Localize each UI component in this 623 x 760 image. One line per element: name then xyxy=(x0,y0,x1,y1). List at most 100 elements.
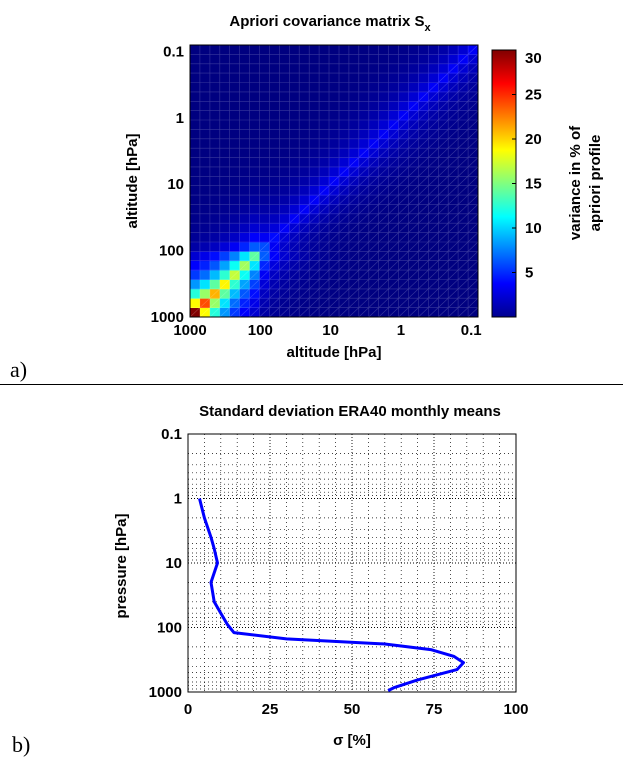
heatmap-cell xyxy=(259,45,270,55)
heatmap-cell xyxy=(438,251,449,262)
heatmap-cell xyxy=(338,63,350,74)
heatmap-cell xyxy=(249,157,260,168)
heatmap-cell xyxy=(448,307,459,318)
heatmap-cell xyxy=(199,73,211,83)
heatmap-cell xyxy=(229,232,241,243)
heatmap-cell xyxy=(190,148,201,158)
heatmap-cell xyxy=(289,232,300,243)
heatmap-cell xyxy=(269,82,280,93)
heatmap-cell xyxy=(259,120,270,130)
heatmap-cell xyxy=(219,204,231,215)
heatmap-cell xyxy=(249,45,260,55)
heatmap-cell xyxy=(309,120,320,130)
heatmap-cell xyxy=(348,110,360,121)
heatmap-cell xyxy=(299,260,310,271)
heatmap-cell xyxy=(279,45,290,55)
heatmap-cell xyxy=(249,54,260,65)
heatmap-cell xyxy=(458,54,469,65)
heatmap-cell xyxy=(239,120,250,130)
heatmap-cell xyxy=(388,148,399,158)
heatmap-cell xyxy=(438,204,449,215)
heatmap-cell xyxy=(408,45,419,55)
heatmap-cell xyxy=(378,288,390,299)
heatmap-cell xyxy=(219,148,231,158)
heatmap-cell xyxy=(269,251,280,262)
line-y-tick-label: 10 xyxy=(165,555,182,572)
heatmap-cell xyxy=(190,82,201,93)
heatmap-cell xyxy=(398,288,409,299)
heatmap-cell xyxy=(199,213,211,224)
heatmap-y-tick-label: 100 xyxy=(159,243,184,260)
heatmap-cell xyxy=(239,260,250,271)
heatmap-cell xyxy=(269,260,280,271)
heatmap-cell xyxy=(229,241,241,252)
heatmap-cell xyxy=(368,166,380,177)
heatmap-cell xyxy=(309,63,320,74)
heatmap-cell xyxy=(348,195,360,205)
heatmap-cell xyxy=(309,279,320,290)
heatmap-cell xyxy=(239,223,250,233)
line-x-label: σ [%] xyxy=(333,732,371,749)
heatmap-cell xyxy=(219,270,231,280)
heatmap-cell xyxy=(309,91,320,102)
heatmap-cell xyxy=(199,279,211,290)
heatmap-cell xyxy=(269,73,280,83)
heatmap-cell xyxy=(289,288,300,299)
heatmap-cell xyxy=(388,120,399,130)
heatmap-cell xyxy=(309,204,320,215)
heatmap-cell xyxy=(398,213,409,224)
heatmap-cell xyxy=(448,204,459,215)
heatmap-cell xyxy=(249,91,260,102)
heatmap-cell xyxy=(329,129,340,140)
heatmap-cell xyxy=(408,185,419,196)
heatmap-cell xyxy=(388,270,399,280)
heatmap-cell xyxy=(329,232,340,243)
heatmap-cell xyxy=(249,185,260,196)
heatmap-cell xyxy=(279,213,290,224)
heatmap-cell xyxy=(468,195,479,205)
heatmap-cell xyxy=(398,63,409,74)
heatmap-cell xyxy=(329,204,340,215)
heatmap-cell xyxy=(209,270,221,280)
heatmap-cell xyxy=(428,101,439,112)
line-title: Standard deviation ERA40 monthly means xyxy=(199,403,501,420)
heatmap-cell xyxy=(338,91,350,102)
heatmap-cell xyxy=(329,251,340,262)
heatmap-cell xyxy=(289,73,300,83)
heatmap-x-tick-label: 0.1 xyxy=(461,322,482,339)
heatmap-cell xyxy=(378,63,390,74)
heatmap-cell xyxy=(279,101,290,112)
heatmap-cell xyxy=(368,54,380,65)
heatmap-cell xyxy=(368,223,380,233)
heatmap-cell xyxy=(199,241,211,252)
heatmap-cell xyxy=(249,63,260,74)
heatmap-y-tick-label: 1000 xyxy=(151,309,184,326)
heatmap-cell xyxy=(428,73,439,83)
heatmap-cell xyxy=(209,298,221,309)
heatmap-cell xyxy=(398,148,409,158)
heatmap-cell xyxy=(190,251,201,262)
heatmap-cell xyxy=(448,45,459,55)
heatmap-cell xyxy=(428,82,439,93)
heatmap-cell xyxy=(408,91,419,102)
heatmap-cell xyxy=(190,120,201,130)
heatmap-cell xyxy=(428,54,439,65)
heatmap-cell xyxy=(388,166,399,177)
heatmap-cell xyxy=(338,195,350,205)
heatmap-cell xyxy=(190,138,201,149)
heatmap-cell xyxy=(279,54,290,65)
heatmap-cell xyxy=(259,251,270,262)
heatmap-cell xyxy=(269,270,280,280)
heatmap-cell xyxy=(190,185,201,196)
heatmap-cell xyxy=(279,288,290,299)
heatmap-cell xyxy=(458,279,469,290)
heatmap-cell xyxy=(388,298,399,309)
heatmap-cell xyxy=(239,185,250,196)
heatmap-title: Apriori covariance matrix Sx xyxy=(229,13,431,34)
panel-label-b: b) xyxy=(12,732,30,757)
colorbar-tick-label: 20 xyxy=(525,131,542,148)
heatmap-cell xyxy=(319,251,330,262)
heatmap-cell xyxy=(249,166,260,177)
heatmap-cell xyxy=(358,241,370,252)
heatmap-cell xyxy=(199,110,211,121)
